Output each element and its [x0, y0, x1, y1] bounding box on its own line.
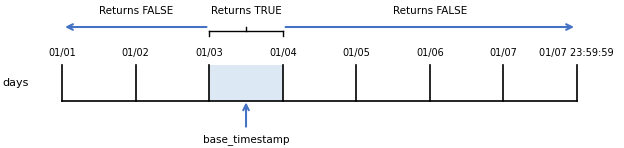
Text: 01/06: 01/06 — [416, 48, 444, 58]
Bar — [209, 65, 283, 101]
Text: days: days — [2, 78, 29, 88]
Text: 01/05: 01/05 — [343, 48, 370, 58]
Text: 01/04: 01/04 — [269, 48, 296, 58]
Text: 01/07: 01/07 — [489, 48, 517, 58]
Text: 01/02: 01/02 — [122, 48, 150, 58]
Text: 01/01: 01/01 — [49, 48, 76, 58]
Text: 01/07 23:59:59: 01/07 23:59:59 — [540, 48, 614, 58]
Text: 01/03: 01/03 — [195, 48, 223, 58]
Text: base_timestamp: base_timestamp — [203, 134, 290, 145]
Text: Returns FALSE: Returns FALSE — [99, 6, 173, 16]
Text: Returns FALSE: Returns FALSE — [392, 6, 467, 16]
Text: Returns TRUE: Returns TRUE — [211, 6, 281, 16]
